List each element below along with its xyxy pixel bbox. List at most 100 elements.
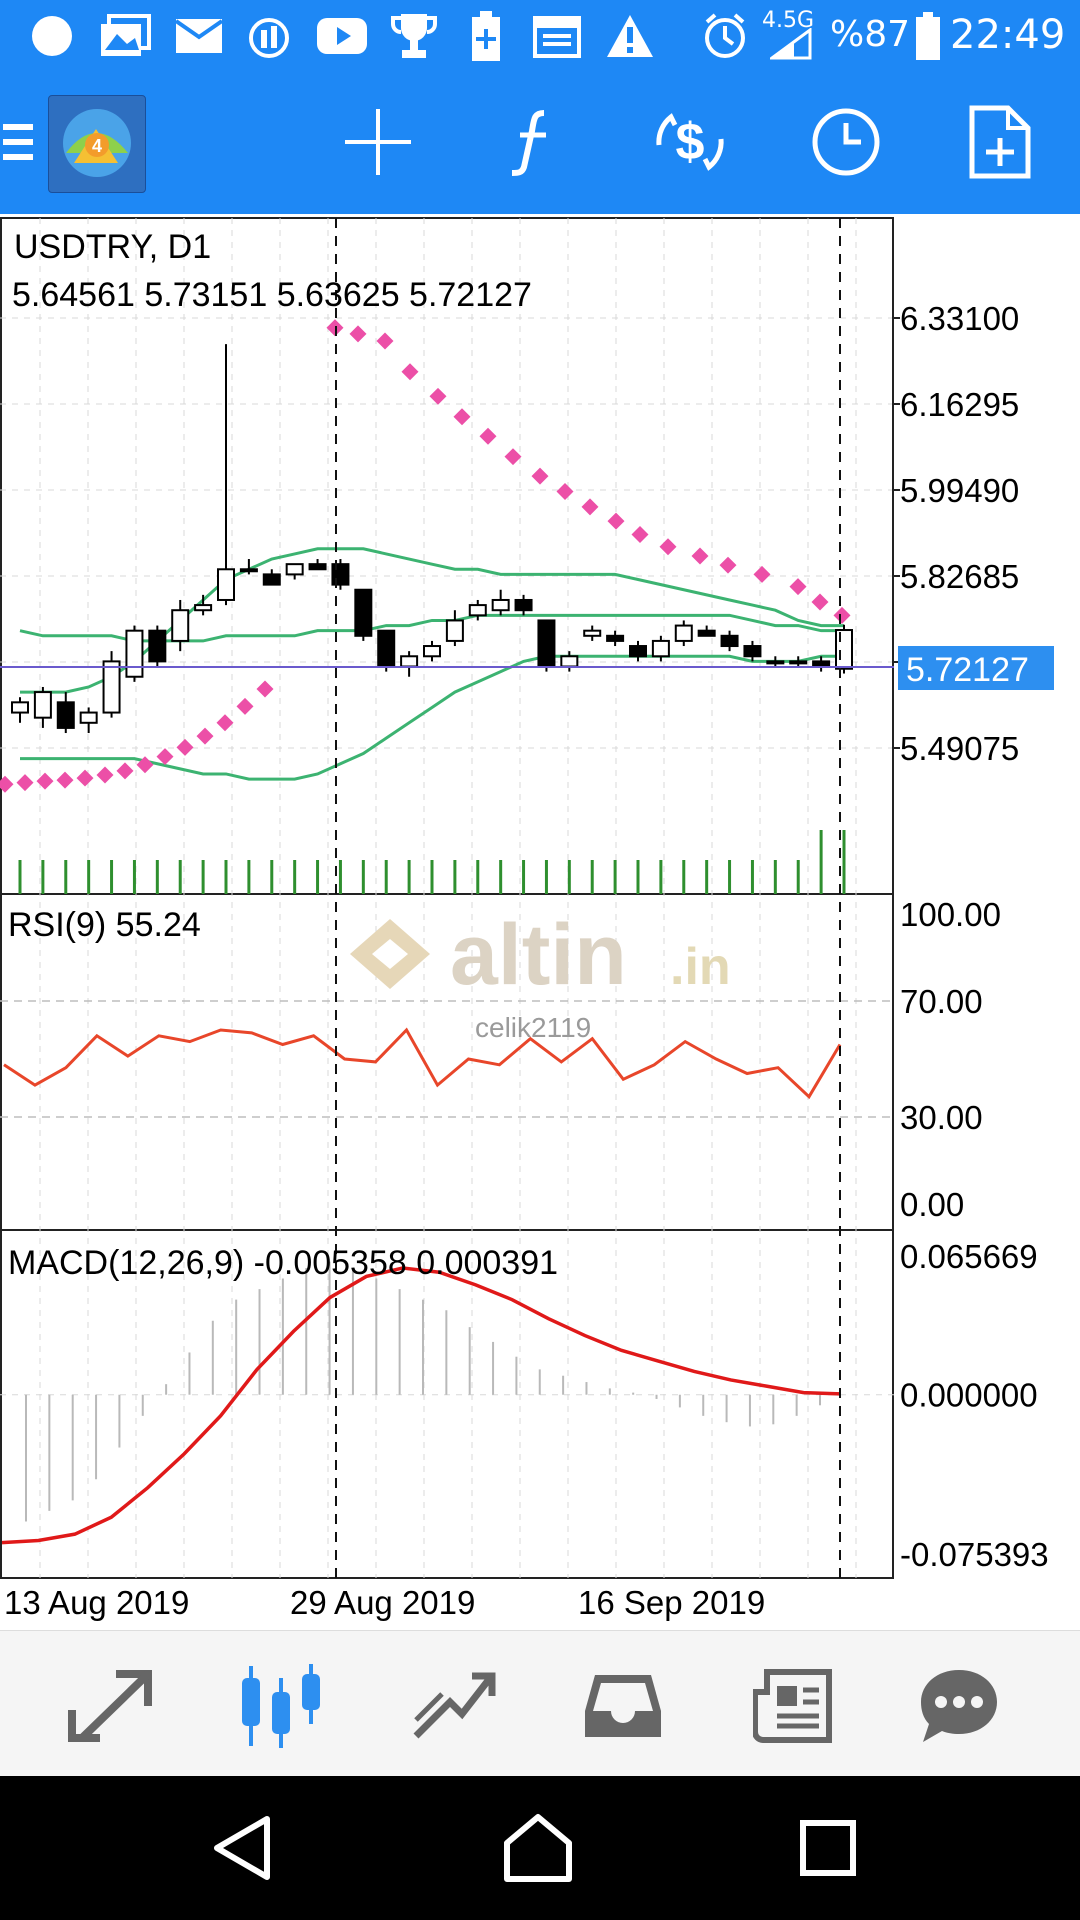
sar-dot [833, 606, 851, 624]
sar-dot [0, 775, 14, 793]
back-icon[interactable] [192, 1798, 292, 1898]
home-icon[interactable] [488, 1798, 588, 1898]
candle-up [583, 629, 602, 637]
chart-canvas[interactable]: altin .in celik2119 USDTRY, D1 5.64561 5… [0, 214, 1080, 1624]
candle-down [743, 645, 762, 658]
candle-up [285, 563, 304, 576]
chart-area[interactable]: altin .in celik2119 USDTRY, D1 5.64561 5… [0, 214, 1080, 1624]
crosshair-icon[interactable] [328, 92, 428, 192]
candle-up [423, 645, 441, 658]
menu-icon[interactable] [0, 92, 40, 192]
battery-percent: %87 [830, 14, 911, 55]
mail-icon [172, 12, 226, 60]
app-icon [244, 12, 294, 60]
candle-down [697, 629, 716, 637]
status-bar: 4.5G %87 22:49 [0, 0, 1080, 72]
candle-up [33, 691, 52, 719]
candle-up [835, 629, 853, 670]
price-tick-label: 6.33100 [900, 300, 1019, 337]
bollinger-bands [19, 547, 844, 781]
symbol-label: USDTRY, D1 [14, 228, 211, 266]
sar-dot [136, 756, 154, 774]
watermark-user: celik2119 [475, 1012, 591, 1043]
sar-dot [753, 565, 771, 583]
rsi-indicator [3, 1027, 842, 1100]
sar-dot [429, 387, 447, 405]
rsi-line [3, 1027, 842, 1100]
candle-down [720, 634, 739, 648]
alarm-icon [700, 12, 750, 60]
price-tick-label: 6.16295 [900, 386, 1019, 423]
candle-up [445, 619, 464, 642]
news-icon[interactable] [738, 1651, 848, 1761]
new-document-icon[interactable] [950, 92, 1050, 192]
chat-icon[interactable] [904, 1651, 1014, 1761]
gallery-icon [98, 12, 154, 60]
macd-tick-label: 0.000000 [900, 1377, 1038, 1414]
history-icon[interactable] [568, 1651, 678, 1761]
battery-plus-icon [466, 11, 506, 61]
sar-dot [504, 448, 522, 466]
sar-dot [691, 547, 709, 565]
candle-down [56, 701, 75, 729]
sar-dot [216, 714, 234, 732]
macd-indicator [1, 1261, 841, 1545]
quotes-icon[interactable] [56, 1651, 166, 1761]
price-axis: 6.331006.162955.994905.826855.658805.490… [892, 300, 1019, 767]
youtube-icon [314, 12, 370, 60]
candle-down [606, 634, 625, 642]
chart-frame [0, 217, 894, 1579]
function-icon[interactable] [484, 92, 584, 192]
signal-icon [770, 28, 814, 60]
sar-dot [556, 482, 574, 500]
macd-signal-line [1, 1266, 841, 1545]
sar-dot [531, 467, 549, 485]
macd-tick-label: -0.075393 [900, 1536, 1049, 1573]
candle-up [468, 604, 487, 617]
trade-chart-icon[interactable] [398, 1651, 508, 1761]
candle-up [400, 655, 419, 668]
candle-down [354, 588, 373, 637]
candle-down [514, 598, 533, 612]
watermark-suffix: .in [670, 938, 731, 996]
sar-dot [719, 556, 737, 574]
candle-up [125, 629, 144, 678]
parabolic-sar [0, 319, 851, 793]
system-navigation [0, 1776, 1080, 1920]
circle-icon [28, 12, 76, 60]
rsi-tick-label: 0.00 [900, 1186, 964, 1223]
sar-dot [76, 769, 94, 787]
candle-up [239, 568, 258, 573]
bottom-navigation [0, 1630, 1080, 1777]
candle-up [79, 711, 98, 724]
candle-down [262, 573, 281, 586]
sar-dot [659, 538, 677, 556]
sar-dot [349, 325, 367, 343]
svg-text:$: $ [676, 113, 705, 171]
clock-icon[interactable] [796, 92, 896, 192]
macd-axis: 0.065669 0.000000 -0.075393 [900, 1238, 1049, 1573]
rsi-label: RSI(9) 55.24 [8, 906, 201, 944]
rsi-tick-label: 30.00 [900, 1099, 983, 1136]
candle-up [491, 598, 510, 612]
current-price-label: 5.72127 [906, 651, 1029, 689]
candle-down [148, 629, 167, 663]
candle-up [789, 660, 808, 665]
warning-icon [604, 12, 656, 60]
candle-up [171, 609, 190, 642]
metatrader-logo-icon[interactable]: 4 [48, 95, 146, 193]
candle-up [217, 568, 235, 601]
sar-dot [56, 771, 74, 789]
rsi-tick-label: 100.00 [900, 896, 1001, 933]
price-tick-label: 5.99490 [900, 472, 1019, 509]
macd-label: MACD(12,26,9) -0.005358 0.000391 [8, 1244, 558, 1282]
candle-up [11, 701, 29, 714]
candle-down [377, 629, 396, 668]
ohlc-label: 5.64561 5.73151 5.63625 5.72127 [12, 276, 532, 314]
candle-down [629, 645, 647, 658]
sar-dot [96, 766, 114, 784]
trade-icon[interactable]: $ [640, 92, 740, 192]
date-tick-label: 16 Sep 2019 [578, 1584, 765, 1621]
chart-icon[interactable] [226, 1651, 336, 1761]
recents-icon[interactable] [778, 1798, 878, 1898]
